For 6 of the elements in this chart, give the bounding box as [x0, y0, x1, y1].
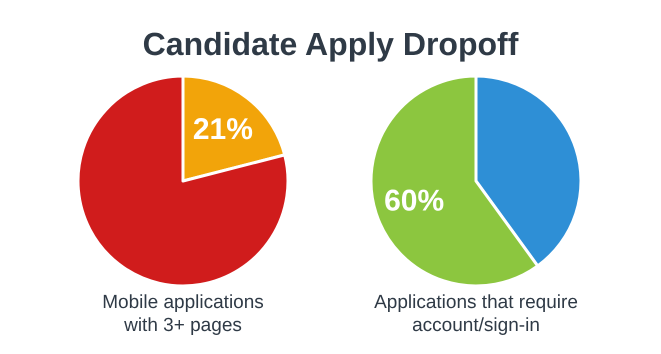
text: Mobile applications with 3+ pages	[102, 292, 264, 336]
data-label: 21%	[192, 113, 253, 146]
chart-title: Candidate Apply Dropoff	[142, 26, 519, 62]
data-label: 60%	[384, 184, 444, 218]
pie-slice	[76, 74, 290, 288]
text: Applications that require account/sign-in	[374, 292, 578, 336]
